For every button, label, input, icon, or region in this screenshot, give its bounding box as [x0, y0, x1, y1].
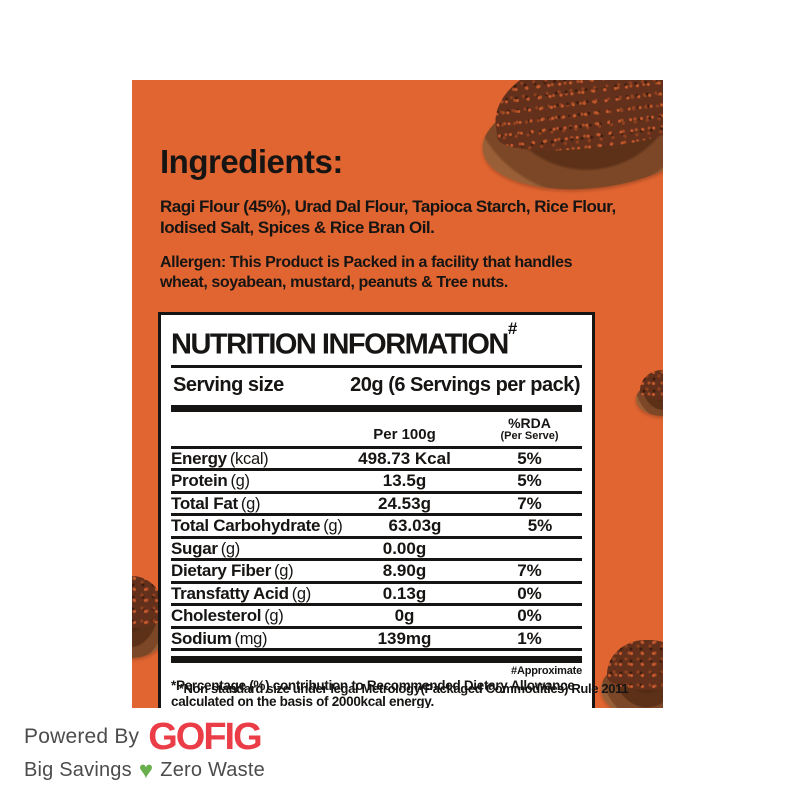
table-row: Sugar (g) 0.00g	[171, 539, 582, 562]
table-row: Transfatty Acid (g) 0.13g 0%	[171, 584, 582, 607]
nutrient-unit: (g)	[291, 584, 312, 603]
table-row: Protein (g) 13.5g 5%	[171, 471, 582, 494]
serving-size-value: 20g (6 Servings per pack)	[350, 373, 580, 396]
table-row: Sodium (mg) 139mg 1%	[171, 629, 582, 652]
rda-value: 0%	[517, 606, 542, 626]
nutrient-unit: (g)	[274, 562, 294, 581]
per-100g-value: 0.00g	[382, 538, 427, 558]
thick-divider	[171, 656, 582, 664]
nutrient-name: Total Carbohydrate	[171, 516, 321, 536]
per-100g-column-header: Per 100g	[373, 425, 436, 443]
table-row: Energy (kcal) 498.73 Kcal 5%	[171, 445, 582, 472]
heart-icon: ♥	[138, 756, 154, 784]
nutrition-panel: NUTRITION INFORMATION# Serving size 20g …	[158, 312, 595, 708]
ingredients-text: Ragi Flour (45%), Urad Dal Flour, Tapioc…	[160, 196, 616, 238]
gofig-watermark: Powered By GOFIG Big Savings ♥ Zero Wast…	[24, 716, 265, 784]
nutrient-unit: (g)	[230, 472, 250, 491]
nutrition-title: NUTRITION INFORMATION#	[171, 319, 518, 361]
serving-size-row: Serving size 20g (6 Servings per pack)	[171, 368, 582, 405]
per-100g-value: 0.13g	[382, 583, 427, 603]
legal-footnote: *Non standard size under legal Metrology…	[178, 681, 629, 696]
nutrient-unit: (mg)	[234, 629, 268, 648]
ingredients-section: Ingredients: Ragi Flour (45%), Urad Dal …	[160, 143, 616, 293]
per-100g-value: 498.73 Kcal	[358, 448, 451, 468]
per-100g-value: 139mg	[377, 628, 432, 648]
per-100g-value: 13.5g	[382, 471, 427, 491]
table-row: Dietary Fiber (g) 8.90g 7%	[171, 561, 582, 584]
thick-divider	[171, 404, 582, 412]
rda-footnote: *Percentage (%) contribution to Recommen…	[171, 678, 575, 708]
nutrient-name: Cholesterol	[171, 606, 262, 626]
rda-column-header: %RDA (Per Serve)	[477, 416, 582, 442]
rda-value: 7%	[517, 493, 542, 513]
rda-subheader: (Per Serve)	[500, 429, 559, 442]
nutrient-name: Transfatty Acid	[171, 583, 289, 603]
allergen-text: Allergen: This Product is Packed in a fa…	[160, 253, 616, 293]
allergen-line: Allergen: This Product is Packed in a fa…	[160, 254, 573, 272]
serving-size-label: Serving size	[173, 373, 284, 396]
column-header-row: Per 100g %RDA (Per Serve)	[171, 412, 582, 446]
per-100g-value: 8.90g	[382, 561, 427, 581]
powered-by-label: Powered By	[24, 725, 140, 748]
tagline: Big Savings ♥ Zero Waste	[24, 756, 265, 784]
nutrient-name: Total Fat	[171, 493, 238, 513]
rda-value: 5%	[517, 448, 542, 468]
nutrient-unit: (kcal)	[229, 449, 269, 468]
seed-bowl-photo-bottom-right	[601, 640, 663, 708]
nutrient-name: Protein	[171, 471, 228, 491]
nutrient-unit: (g)	[323, 517, 343, 536]
seed-bowl-photo-right	[636, 370, 663, 416]
allergen-line: wheat, soyabean, mustard, peanuts & Tree…	[160, 274, 508, 292]
nutrient-name: Sugar	[171, 538, 218, 558]
rda-value: 1%	[517, 628, 542, 648]
rda-value: 5%	[527, 516, 553, 536]
ingredients-line: Ragi Flour (45%), Urad Dal Flour, Tapioc…	[160, 197, 616, 217]
divider	[171, 364, 582, 368]
ragi-seeds	[640, 370, 663, 400]
table-row: Total Carbohydrate (g) 63.03g 5%	[171, 516, 582, 539]
nutrient-name: Energy	[171, 448, 227, 468]
ingredients-heading: Ingredients:	[160, 143, 343, 180]
per-100g-value: 0g	[394, 606, 415, 626]
table-row: Cholesterol (g) 0g 0%	[171, 606, 582, 629]
nutrient-unit: (g)	[220, 539, 241, 558]
title-superscript: #	[507, 319, 518, 338]
ingredients-line: Iodised Salt, Spices & Rice Bran Oil.	[160, 218, 435, 238]
nutrient-name: Dietary Fiber	[171, 561, 272, 581]
rda-value: 5%	[517, 471, 542, 491]
nutrient-unit: (g)	[240, 494, 261, 513]
table-row: Total Fat (g) 24.53g 7%	[171, 494, 582, 517]
product-label-card: Ingredients: Ragi Flour (45%), Urad Dal …	[132, 80, 663, 708]
per-100g-value: 24.53g	[378, 493, 431, 513]
approximate-note: #Approximate	[511, 665, 582, 678]
rda-value: 0%	[517, 583, 542, 603]
nutrient-name: Sodium	[171, 628, 232, 648]
nutrient-unit: (g)	[264, 607, 284, 626]
nutrition-table: Energy (kcal) 498.73 Kcal 5% Protein (g) 1…	[171, 445, 582, 652]
tagline-big-savings: Big Savings	[24, 759, 132, 781]
tagline-zero-waste: Zero Waste	[160, 759, 265, 781]
per-100g-value: 63.03g	[388, 516, 442, 536]
rda-value: 7%	[517, 561, 542, 581]
gofig-logo: GOFIG	[148, 716, 262, 758]
